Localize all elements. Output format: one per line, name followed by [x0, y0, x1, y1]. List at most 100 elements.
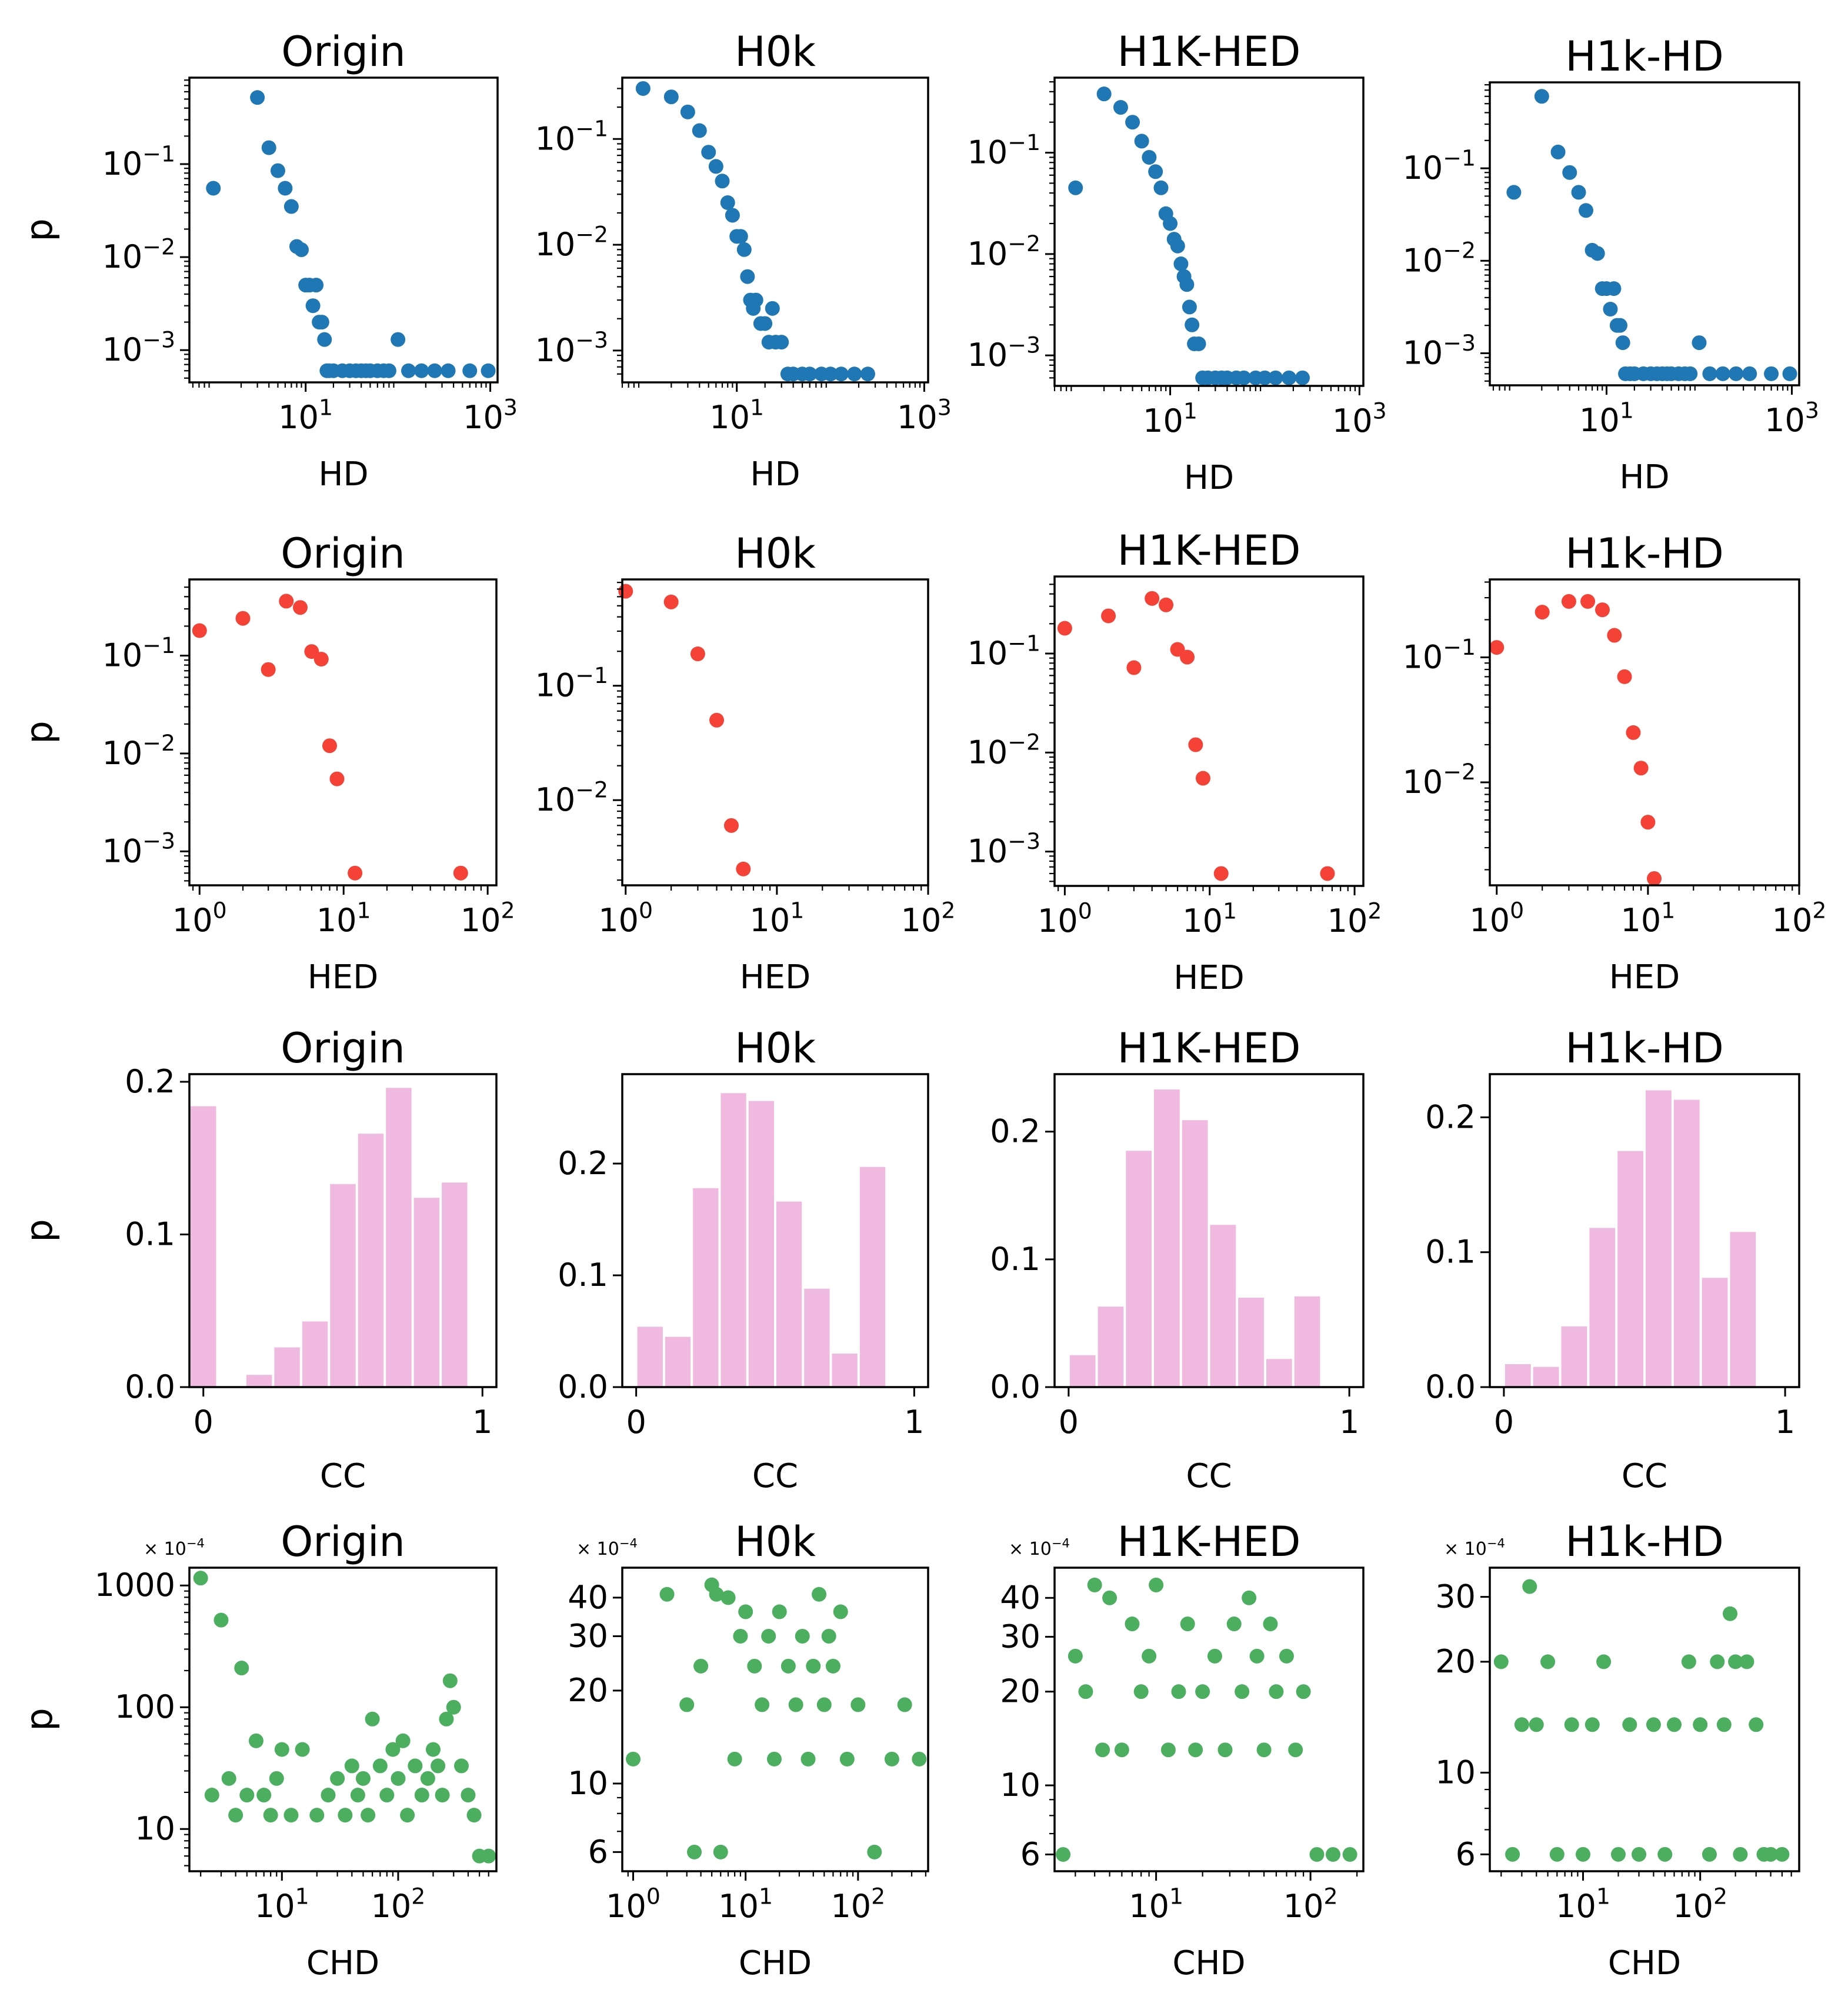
- scatter-point: [802, 366, 818, 382]
- scatter-point: [1068, 1648, 1083, 1664]
- scatter-point: [322, 738, 337, 754]
- scatter-point: [1578, 203, 1593, 218]
- chart-title: H0k: [735, 1518, 816, 1566]
- scatter-point: [1309, 1847, 1325, 1862]
- scatter-point: [1263, 1617, 1278, 1632]
- x-tick-label: 101: [1129, 1883, 1183, 1925]
- scatter-point: [1710, 1654, 1725, 1669]
- histogram-bar: [386, 1088, 412, 1387]
- scatter-point: [1646, 1717, 1661, 1732]
- scatter-point: [715, 174, 730, 189]
- scatter-point: [355, 1771, 371, 1786]
- scatter-point: [663, 594, 679, 609]
- y-tick-label: 1000: [95, 1567, 175, 1604]
- scatter-point: [659, 1587, 675, 1602]
- histogram-bar: [1505, 1364, 1531, 1387]
- scatter-point: [780, 1658, 796, 1674]
- scatter-point: [261, 662, 276, 677]
- scatter-point: [1296, 1684, 1311, 1699]
- scatter-point: [1622, 1717, 1637, 1732]
- scatter-point: [1149, 1577, 1164, 1592]
- chart-title: H1k-HD: [1565, 32, 1724, 81]
- scatter-point: [1163, 216, 1178, 231]
- scatter-point: [1096, 86, 1112, 102]
- x-axis-label: CC: [1186, 1457, 1232, 1495]
- scatter-point: [1160, 1742, 1176, 1758]
- scatter-point: [420, 1771, 435, 1786]
- histogram-bar: [302, 1321, 328, 1387]
- scatter-point: [806, 1658, 821, 1674]
- scatter-point: [1269, 1684, 1284, 1699]
- y-tick-label: 10−2: [1403, 238, 1476, 279]
- scatter-point: [663, 89, 679, 105]
- scatter-point: [283, 199, 299, 214]
- scatter-point: [372, 1758, 388, 1774]
- y-tick-label: 20: [1435, 1643, 1476, 1680]
- scatter-point: [1633, 761, 1649, 776]
- scatter-point: [283, 1808, 299, 1823]
- scatter-point: [733, 1628, 748, 1644]
- x-tick-label: 103: [463, 394, 518, 436]
- scatter-point: [454, 1758, 469, 1774]
- scatter-point: [1590, 246, 1605, 261]
- y-tick-label: 30: [1000, 1618, 1040, 1655]
- plot-frame: [621, 578, 929, 886]
- histogram-bar: [246, 1375, 272, 1387]
- scatter-point: [738, 1604, 753, 1619]
- scatter-point: [1640, 815, 1656, 830]
- scatter-point: [1242, 1590, 1257, 1605]
- y-tick-label: 10−1: [1403, 145, 1476, 186]
- scatter-point: [1596, 1654, 1612, 1669]
- scatter-point: [1561, 594, 1576, 609]
- x-tick-label: 101: [709, 394, 764, 436]
- x-tick-label: 101: [278, 394, 333, 436]
- scatter-point: [709, 1587, 724, 1602]
- chart-title: Origin: [281, 28, 406, 76]
- y-tick-label: 10−2: [102, 234, 175, 275]
- scatter-point: [292, 600, 308, 615]
- x-tick-label: 102: [1673, 1883, 1727, 1925]
- x-tick-label: 101: [1579, 397, 1634, 439]
- chart-hed-h1k-hed: H1K-HED HED 100 101 102 10−3 10−2 10−1: [968, 526, 1382, 997]
- histogram-bar: [1266, 1359, 1292, 1387]
- scatter-point: [823, 366, 838, 382]
- scatter-point: [772, 1604, 787, 1619]
- scatter-point: [1142, 1648, 1157, 1664]
- plot-frame: [1489, 81, 1800, 386]
- scatter-point: [850, 1697, 866, 1712]
- scatter-point: [1729, 366, 1744, 381]
- histogram-bar: [1533, 1367, 1559, 1387]
- x-tick-label: 1: [472, 1404, 492, 1441]
- scatter-point: [1489, 640, 1505, 655]
- x-axis-label: CC: [320, 1457, 366, 1495]
- scatter-point: [1580, 594, 1596, 609]
- plot-frame: [621, 76, 929, 384]
- histogram-bar: [665, 1337, 691, 1387]
- scatter-point: [897, 1697, 912, 1712]
- y-tick-label: 10: [1435, 1754, 1476, 1791]
- scatter-point: [1235, 1684, 1250, 1699]
- scatter-point: [461, 1788, 476, 1803]
- chart-title: Origin: [281, 1518, 405, 1566]
- x-tick-label: 0: [194, 1404, 214, 1441]
- scatter-point: [1173, 256, 1189, 272]
- histogram-bar: [776, 1201, 802, 1387]
- y-tick-label: 0.1: [558, 1257, 608, 1294]
- y-tick-label: 10−3: [102, 828, 175, 870]
- scatter-point: [1683, 366, 1698, 381]
- y-tick-label: 40: [568, 1579, 608, 1616]
- x-tick-label: 101: [1143, 398, 1197, 439]
- histogram-bar: [358, 1134, 384, 1387]
- scatter-point: [1126, 660, 1142, 675]
- scatter-point: [1550, 144, 1566, 159]
- scatter-point: [725, 208, 740, 223]
- scatter-point: [884, 1751, 899, 1767]
- scatter-point: [1288, 1742, 1303, 1758]
- scatter-point: [1325, 1847, 1340, 1862]
- plot-frame: [1489, 1073, 1800, 1388]
- scatter-point: [481, 1848, 496, 1864]
- y-axis-label: p: [18, 1708, 61, 1731]
- plot-frame: [1489, 1567, 1800, 1872]
- x-axis-label: CHD: [739, 1944, 812, 1982]
- scatter-point: [755, 1697, 770, 1712]
